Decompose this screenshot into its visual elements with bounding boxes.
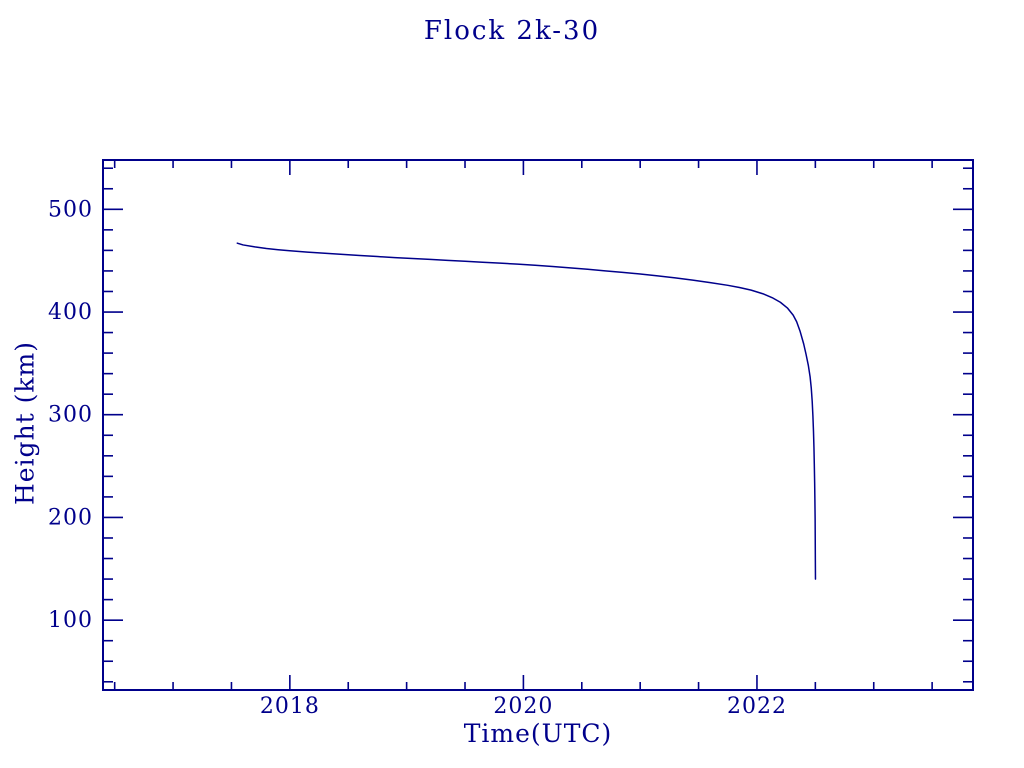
y-tick-label: 100 [48,608,93,633]
y-tick-label: 300 [48,403,93,428]
y-tick-label: 200 [48,505,93,530]
y-tick-label: 500 [48,197,93,222]
y-tick-label: 400 [48,300,93,325]
x-tick-label: 2018 [260,694,320,719]
x-tick-label: 2022 [727,694,787,719]
decay-curve [236,242,817,580]
chart-title: Flock 2k-30 [423,16,601,46]
plot-frame [102,159,974,691]
x-tick-label: 2020 [493,694,553,719]
x-axis-label: Time(UTC) [463,719,613,748]
